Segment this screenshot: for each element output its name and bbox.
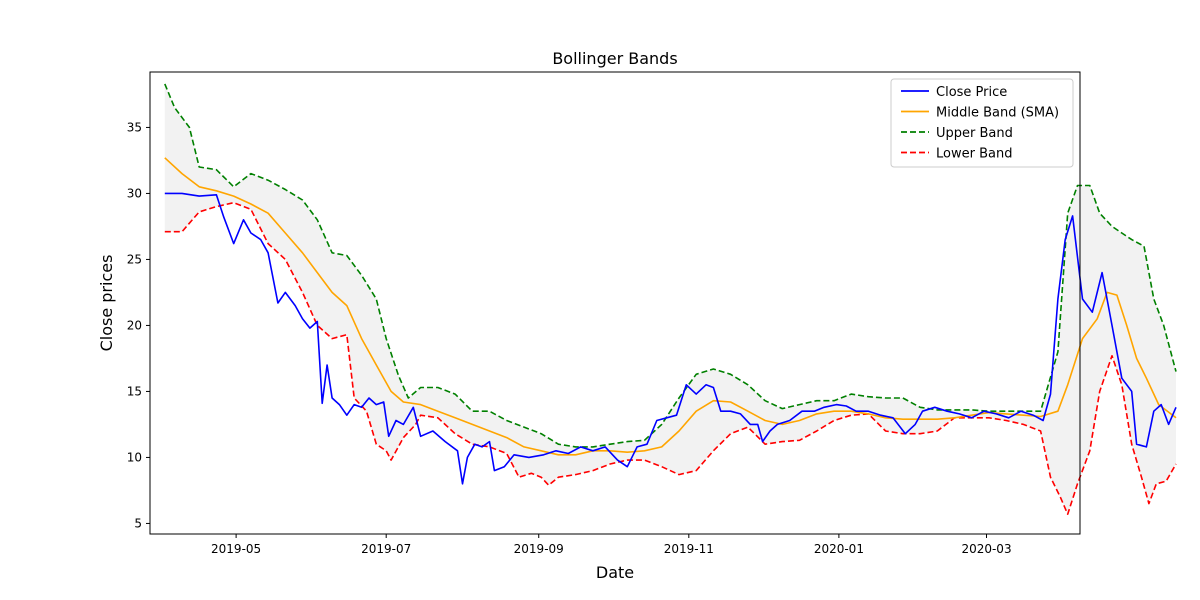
x-tick-label: 2019-11 — [664, 542, 714, 556]
lower-band-line — [164, 201, 1177, 516]
upper-band-line — [164, 83, 1177, 448]
y-tick-label: 5 — [134, 516, 142, 530]
y-tick-label: 30 — [127, 186, 142, 200]
y-tick-label: 15 — [127, 384, 142, 398]
chart-title: Bollinger Bands — [552, 49, 677, 68]
x-axis: 2019-05 2019-07 2019-09 2019-11 2020-01 2020-… — [211, 534, 1012, 556]
legend-box — [890, 78, 1074, 168]
legend-label-upper-band: Upper Band — [936, 126, 1013, 141]
x-axis-label: Date — [596, 563, 634, 582]
band-fill-layer — [164, 83, 1177, 515]
y-axis-label: Close prices — [97, 255, 116, 352]
plot-frame — [149, 71, 1081, 535]
x-tick-label: 2019-09 — [514, 542, 564, 556]
x-tick-label: 2020-03 — [961, 542, 1011, 556]
legend: Close Price Middle Band (SMA) Upper Band Lo… — [890, 78, 1074, 168]
x-tick-label: 2019-05 — [211, 542, 261, 556]
y-tick-label: 25 — [127, 252, 142, 266]
band-fill — [164, 83, 1177, 515]
legend-label-middle-band-sma: Middle Band (SMA) — [936, 106, 1059, 121]
x-tick-label: 2019-07 — [361, 542, 411, 556]
legend-label-lower-band: Lower Band — [936, 147, 1012, 162]
y-tick-label: 20 — [127, 318, 142, 332]
series-layer — [164, 83, 1177, 516]
y-tick-label: 35 — [127, 120, 142, 134]
middle-band-sma-line — [164, 157, 1177, 456]
close-price-line — [164, 192, 1177, 485]
x-tick-label: 2020-01 — [814, 542, 864, 556]
y-tick-label: 10 — [127, 450, 142, 464]
y-axis: 5 10 15 20 25 30 35 — [127, 120, 150, 530]
legend-label-close-price: Close Price — [936, 85, 1007, 100]
